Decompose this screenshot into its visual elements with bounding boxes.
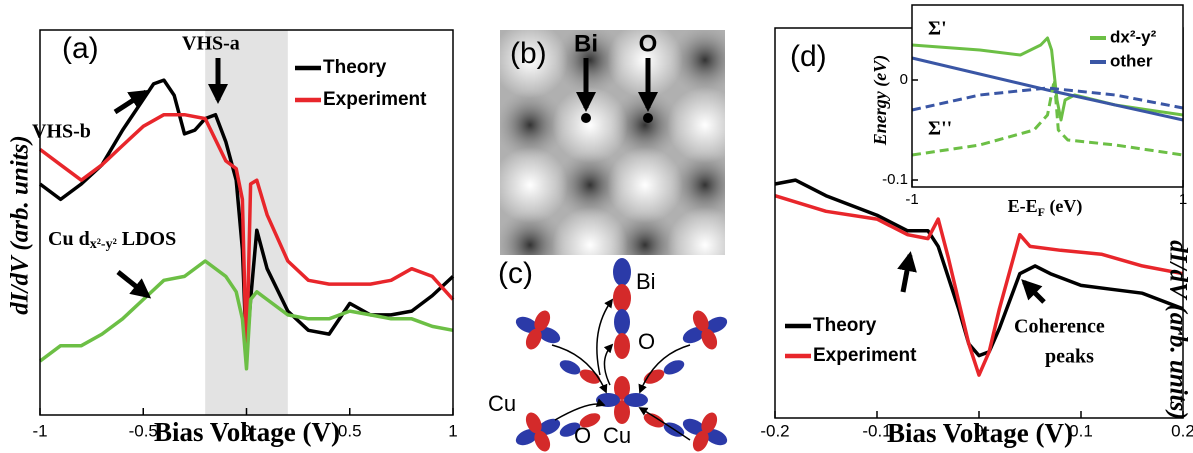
annotation: Coherence (1014, 316, 1105, 338)
label-part: Cu d (48, 228, 90, 250)
x-tick-label: 1 (1179, 191, 1187, 208)
label-part: LDOS (117, 228, 176, 250)
x-tick-label: 0.2 (1171, 421, 1193, 440)
x-tick-label: 0.5 (338, 421, 362, 440)
panel-label: (c) (498, 257, 533, 290)
figure: (b) Bi O (c) Bi O Cu O Cu -1-0.500.51The… (0, 0, 1193, 453)
annotation: VHS-b (32, 121, 91, 143)
legend-label: Experiment (813, 345, 917, 366)
panel-label: (b) (510, 37, 547, 70)
atom-dot (643, 113, 653, 123)
y-axis-label: Energy (eV) (870, 55, 891, 146)
y-tick-label: 0 (900, 71, 908, 88)
atom-dot (581, 113, 591, 123)
atom-label: Cu (488, 391, 516, 416)
y-tick-label: -0.1 (882, 171, 908, 188)
panel-label: (a) (62, 32, 99, 65)
annotation: Σ' (928, 18, 947, 40)
x-tick-label: -1 (32, 421, 47, 440)
legend-label: Theory (323, 57, 387, 78)
x-axis-label: Bias Voltage (V) (154, 417, 340, 447)
x-tick-label: -1 (905, 191, 918, 208)
atom-label: O (638, 329, 655, 354)
atom-label: O (574, 423, 591, 448)
atom-label: Bi (574, 30, 598, 57)
x-axis-label: Bias Voltage (V) (887, 418, 1073, 448)
annotation: Σ'' (928, 118, 952, 140)
x-axis-label: E-EF (eV) (1008, 196, 1083, 219)
label-part: F (1038, 205, 1045, 219)
label-part: x²-y² (90, 237, 117, 252)
legend-label: other (1110, 51, 1153, 70)
annotation: VHS-a (182, 33, 240, 55)
x-tick-label: -0.2 (760, 421, 789, 440)
label-part: (eV) (1045, 196, 1082, 217)
legend-label: dx²-y² (1110, 27, 1157, 46)
atom-label: O (639, 30, 658, 57)
y-axis-label: dI/dV (arb. units) (1164, 240, 1191, 419)
panel-label: (d) (790, 40, 827, 73)
label-part: E-E (1008, 196, 1038, 216)
y-axis-label: dI/dV (arb. units) (7, 135, 34, 314)
legend-label: Experiment (323, 89, 427, 110)
atom-label: Cu (603, 423, 631, 448)
annotation: peaks (1045, 346, 1094, 368)
legend-label: Theory (813, 315, 877, 336)
atom-label: Bi (636, 269, 656, 294)
x-tick-label: 1 (448, 421, 457, 440)
